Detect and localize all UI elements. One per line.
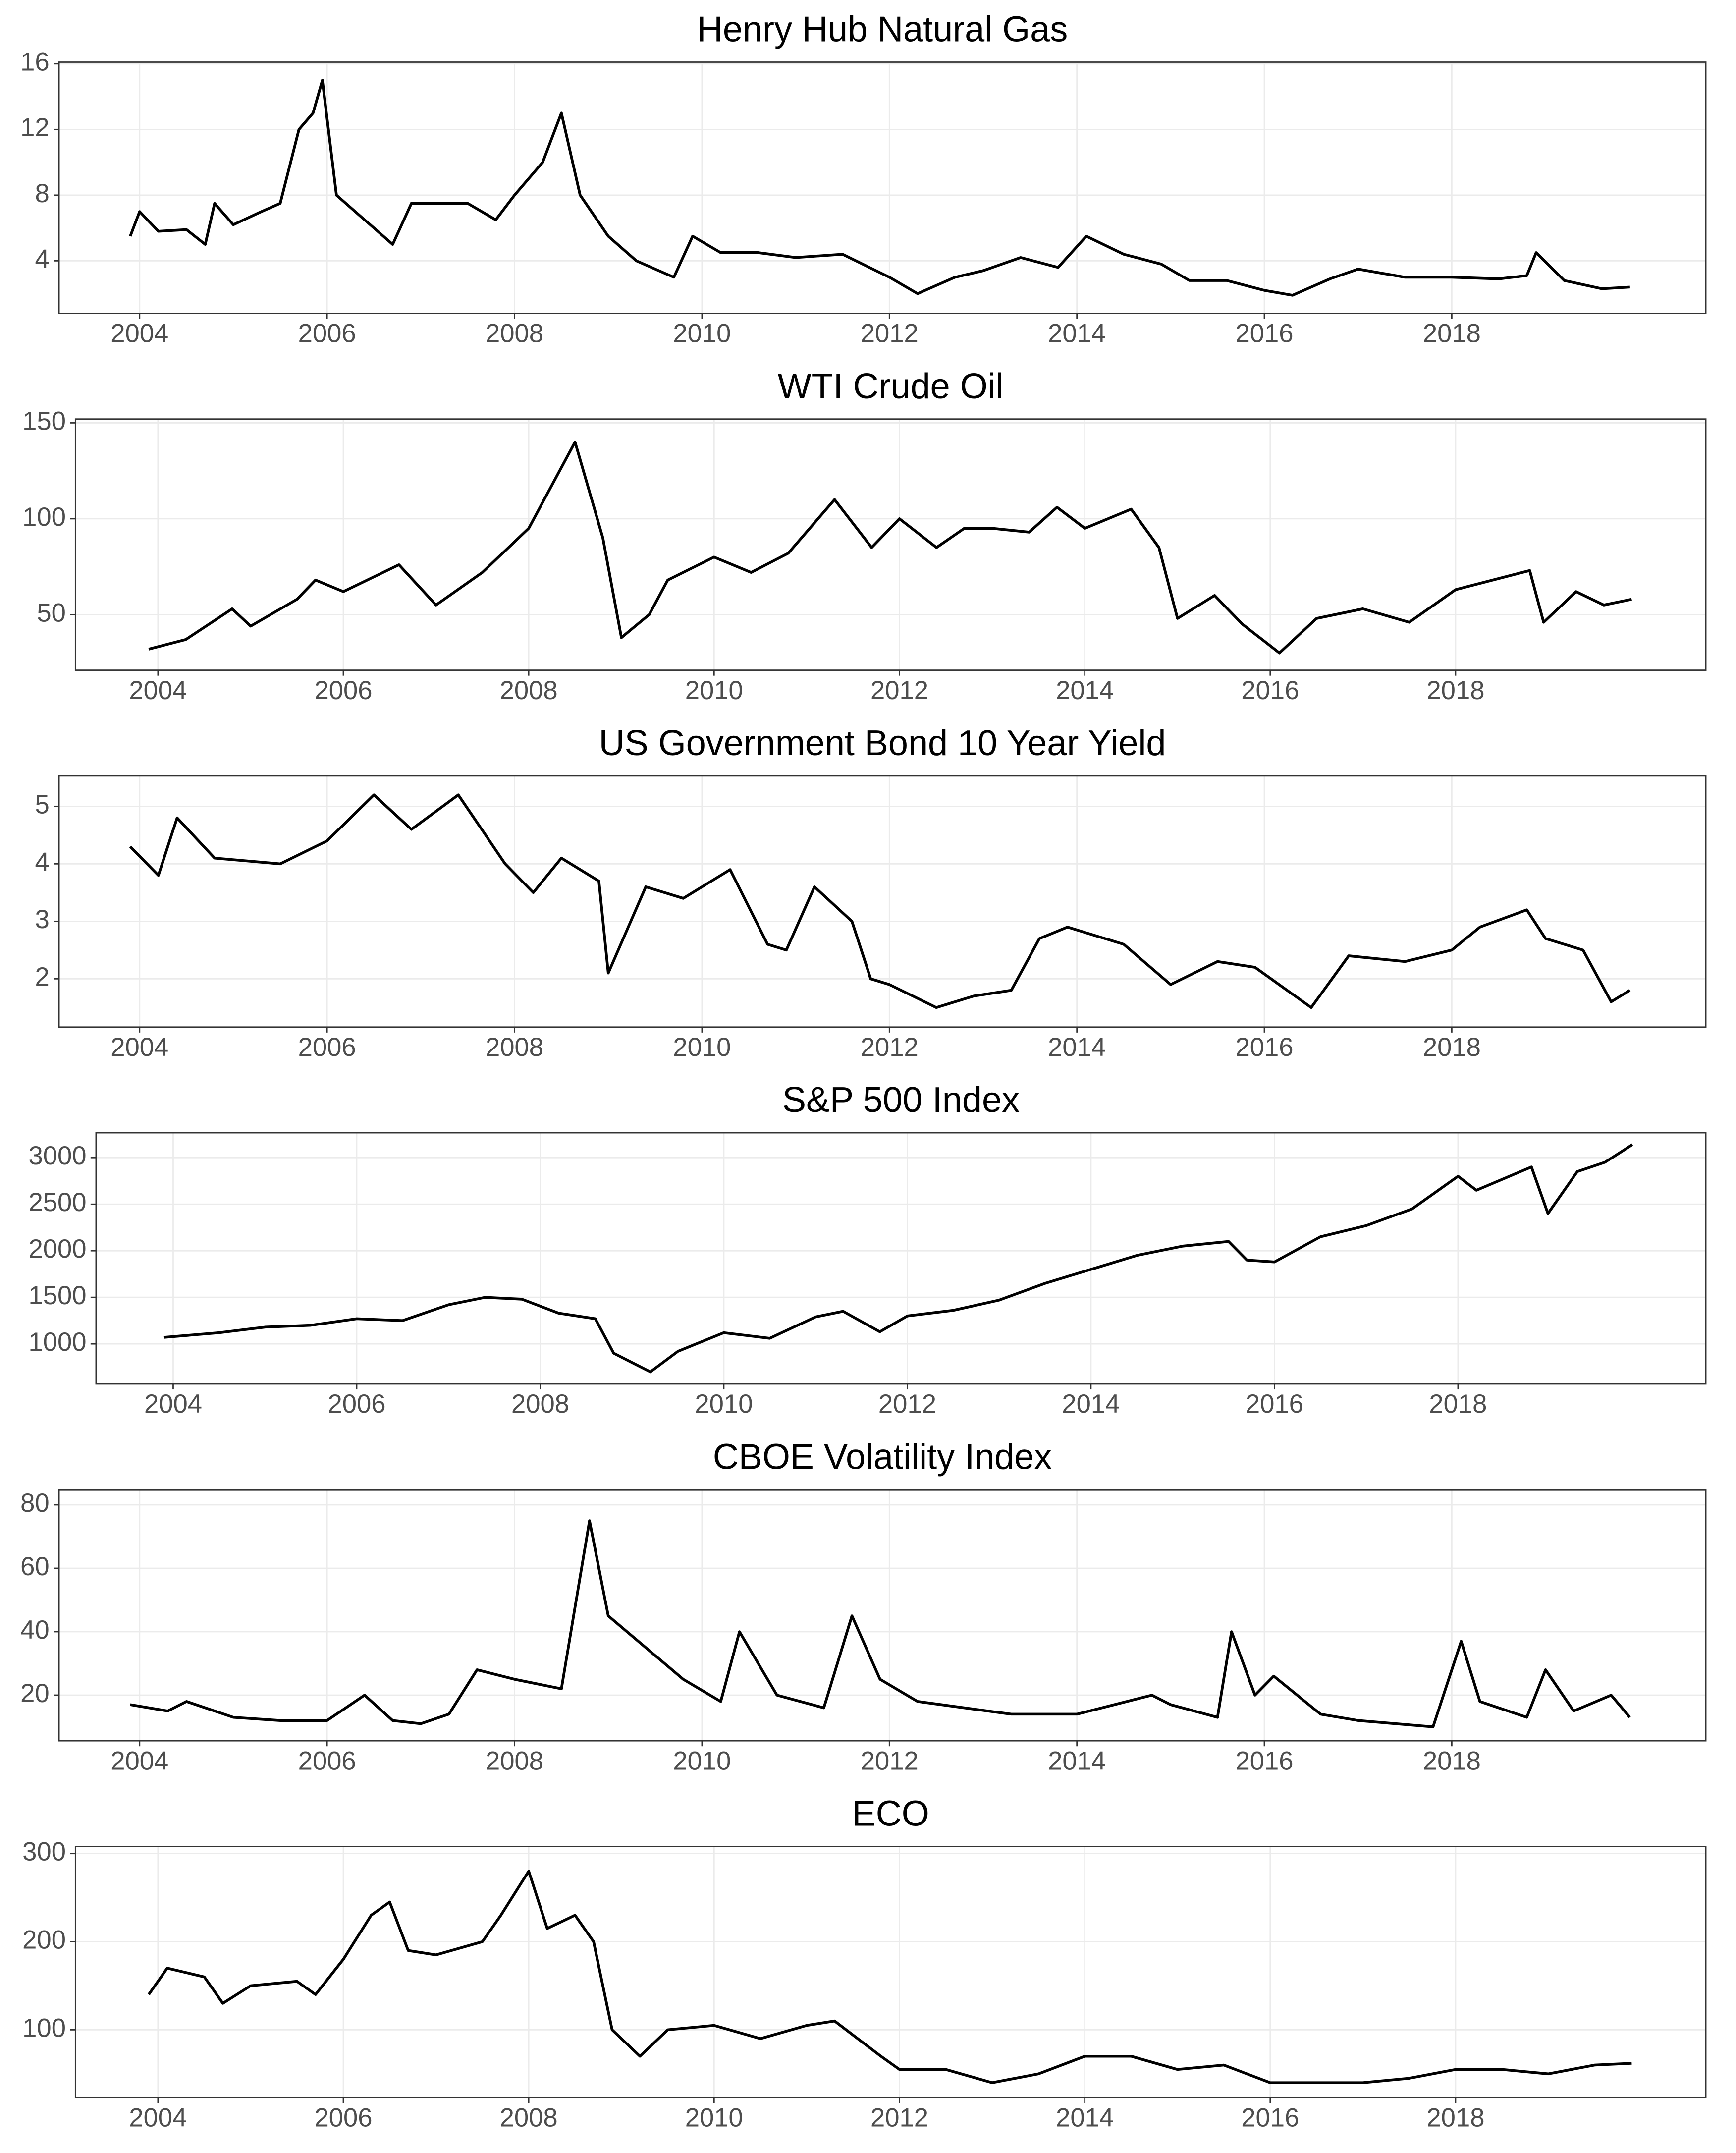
panel-border xyxy=(58,61,1707,314)
x-tick-label: 2008 xyxy=(500,676,558,705)
y-tick-label: 150 xyxy=(22,406,66,436)
x-tick-label: 2006 xyxy=(298,319,356,348)
x-tick-label: 2016 xyxy=(1246,1389,1303,1419)
x-tick-label: 2018 xyxy=(1423,319,1481,348)
panel-title: ECO xyxy=(852,1794,929,1834)
data-line xyxy=(147,1870,1632,2084)
panel-border xyxy=(95,1132,1707,1385)
panel-title: CBOE Volatility Index xyxy=(713,1437,1052,1477)
panel-background xyxy=(59,62,1706,314)
x-tick-label: 2012 xyxy=(870,2103,928,2133)
data-line xyxy=(129,79,1630,297)
panel-title: WTI Crude Oil xyxy=(778,367,1004,406)
panel-title: S&P 500 Index xyxy=(782,1080,1020,1120)
y-tick-label: 300 xyxy=(22,1837,66,1867)
x-tick-label: 2006 xyxy=(327,1389,385,1419)
x-tick-label: 2012 xyxy=(861,1746,919,1775)
data-line xyxy=(148,441,1632,655)
y-tick-label: 4 xyxy=(35,244,49,274)
y-tick-label: 20 xyxy=(20,1679,50,1708)
panel-background xyxy=(75,1846,1706,2098)
data-line xyxy=(130,1519,1631,1728)
x-tick-label: 2014 xyxy=(1048,1746,1106,1775)
x-tick-label: 2004 xyxy=(110,1033,168,1062)
y-tick-label: 2500 xyxy=(28,1188,86,1217)
x-tick-label: 2018 xyxy=(1423,1746,1481,1775)
panel-background xyxy=(96,1133,1706,1384)
y-tick-label: 100 xyxy=(22,2013,66,2043)
x-tick-label: 2016 xyxy=(1235,1033,1293,1062)
x-tick-label: 2014 xyxy=(1048,1033,1106,1062)
x-tick-label: 2006 xyxy=(298,1746,356,1775)
y-tick-label: 3 xyxy=(35,905,49,934)
data-line xyxy=(129,793,1631,1009)
x-tick-label: 2010 xyxy=(673,1033,731,1062)
x-tick-label: 2008 xyxy=(511,1389,569,1419)
panel-title: Henry Hub Natural Gas xyxy=(697,10,1068,50)
data-line xyxy=(163,1143,1633,1374)
x-tick-label: 2004 xyxy=(144,1389,202,1419)
x-tick-label: 2012 xyxy=(861,319,919,348)
panel-title: US Government Bond 10 Year Yield xyxy=(599,723,1166,763)
x-tick-label: 2018 xyxy=(1423,1033,1481,1062)
x-tick-label: 2010 xyxy=(673,319,731,348)
panel-background xyxy=(75,419,1706,670)
y-tick-label: 4 xyxy=(35,847,49,877)
panel-background xyxy=(59,775,1706,1027)
y-tick-label: 40 xyxy=(20,1615,50,1645)
x-tick-label: 2014 xyxy=(1056,676,1114,705)
x-tick-label: 2010 xyxy=(685,2103,743,2133)
y-tick-label: 1000 xyxy=(28,1327,86,1357)
y-tick-label: 12 xyxy=(20,113,50,142)
x-tick-label: 2010 xyxy=(673,1746,731,1775)
y-tick-label: 1500 xyxy=(28,1281,86,1310)
y-tick-label: 3000 xyxy=(28,1141,86,1170)
x-tick-label: 2018 xyxy=(1426,676,1484,705)
y-tick-label: 5 xyxy=(35,790,49,819)
x-tick-label: 2006 xyxy=(314,2103,372,2133)
x-tick-label: 2008 xyxy=(486,319,543,348)
x-tick-label: 2010 xyxy=(685,676,743,705)
y-tick-label: 8 xyxy=(35,179,49,208)
x-tick-label: 2012 xyxy=(861,1033,919,1062)
y-tick-label: 2000 xyxy=(28,1234,86,1264)
x-tick-label: 2014 xyxy=(1048,319,1106,348)
x-tick-label: 2006 xyxy=(298,1033,356,1062)
x-tick-label: 2016 xyxy=(1241,676,1299,705)
x-tick-label: 2004 xyxy=(110,1746,168,1775)
x-tick-label: 2004 xyxy=(129,2103,187,2133)
x-tick-label: 2014 xyxy=(1056,2103,1114,2133)
x-tick-label: 2012 xyxy=(870,676,928,705)
panel-border xyxy=(58,775,1707,1028)
x-tick-label: 2004 xyxy=(110,319,168,348)
y-tick-label: 50 xyxy=(37,598,66,627)
y-tick-label: 80 xyxy=(20,1489,50,1518)
y-tick-label: 200 xyxy=(22,1925,66,1954)
panel-border xyxy=(74,1846,1707,2098)
x-tick-label: 2016 xyxy=(1241,2103,1299,2133)
x-tick-label: 2018 xyxy=(1426,2103,1484,2133)
panel-border xyxy=(74,418,1707,671)
x-tick-label: 2008 xyxy=(486,1746,543,1775)
y-tick-label: 100 xyxy=(22,502,66,532)
x-tick-label: 2008 xyxy=(486,1033,543,1062)
panel-background xyxy=(59,1490,1706,1741)
y-tick-label: 60 xyxy=(20,1552,50,1581)
x-tick-label: 2018 xyxy=(1429,1389,1487,1419)
x-tick-label: 2016 xyxy=(1235,319,1293,348)
x-tick-label: 2010 xyxy=(695,1389,753,1419)
x-tick-label: 2008 xyxy=(500,2103,558,2133)
y-tick-label: 2 xyxy=(35,962,49,992)
y-tick-label: 16 xyxy=(20,48,50,77)
x-tick-label: 2004 xyxy=(129,676,187,705)
x-tick-label: 2016 xyxy=(1235,1746,1293,1775)
panel-border xyxy=(58,1489,1707,1742)
x-tick-label: 2012 xyxy=(878,1389,936,1419)
x-tick-label: 2014 xyxy=(1062,1389,1120,1419)
x-tick-label: 2006 xyxy=(314,676,372,705)
